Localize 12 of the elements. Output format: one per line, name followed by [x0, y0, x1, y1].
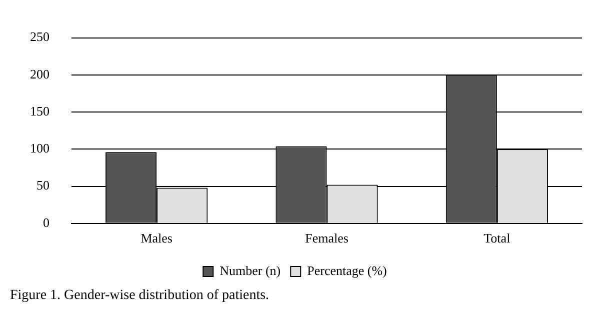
caption: Figure 1. Gender-wise distribution of patients. [10, 288, 270, 304]
y-tick-label: 250 [30, 29, 50, 44]
x-tick-label: Females [305, 230, 348, 246]
y-tick-label: 200 [30, 66, 50, 82]
y-tick-label: 50 [36, 178, 50, 193]
y-tick-label: 0 [43, 214, 50, 230]
x-tick-label: Males [140, 230, 172, 246]
y-tick-label: 150 [30, 103, 50, 118]
x-tick-label: Total [484, 230, 511, 246]
legend-label: Number (n) [220, 262, 281, 278]
y-tick-label: 100 [30, 140, 50, 156]
legend-label: Percentage (%) [307, 262, 387, 278]
